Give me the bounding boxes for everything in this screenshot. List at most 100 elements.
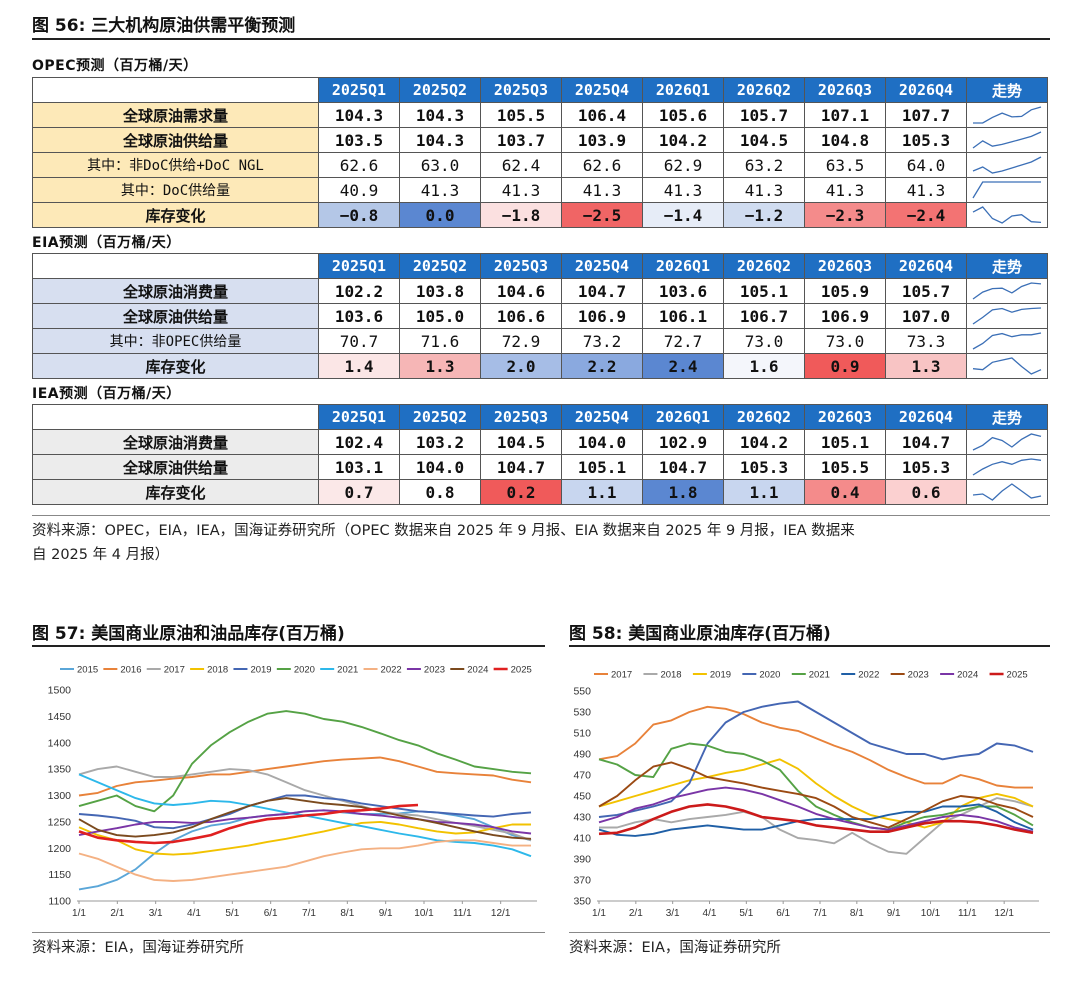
legend-item: 2023 — [406, 665, 445, 676]
value-cell: 41.3 — [885, 177, 967, 203]
trend-sparkline — [972, 307, 1042, 325]
quarter-header: 2025Q4 — [561, 404, 643, 430]
value-cell: −2.3 — [804, 202, 886, 228]
x-tick-label: 12/1 — [491, 908, 511, 919]
value-cell: 105.7 — [885, 278, 967, 304]
x-tick-label: 5/1 — [225, 908, 239, 919]
row-label: 其中：非DoC供给+DoC NGL — [32, 152, 319, 178]
y-tick-label: 350 — [573, 896, 591, 908]
value-cell: 103.9 — [561, 127, 643, 153]
title-rule — [32, 38, 1050, 40]
quarter-header: 2026Q3 — [804, 404, 886, 430]
value-cell: 73.0 — [804, 328, 886, 354]
quarter-header: 2025Q2 — [399, 77, 481, 103]
y-tick-label: 1450 — [48, 711, 72, 723]
trend-cell — [966, 127, 1048, 153]
x-tick-label: 10/1 — [414, 908, 434, 919]
value-cell: 103.5 — [318, 127, 400, 153]
x-tick-label: 3/1 — [666, 908, 680, 919]
row-label: 全球原油供给量 — [32, 303, 319, 329]
figure-58-source-rule — [569, 932, 1050, 933]
legend-label: 2025 — [1007, 670, 1028, 681]
table-row: 全球原油需求量 104.3 104.3 105.5 106.4 105.6 105.7 107… — [32, 102, 1048, 128]
value-cell: 105.0 — [399, 303, 481, 329]
series-line-2016 — [78, 756, 532, 797]
value-cell: 72.9 — [480, 328, 562, 354]
sparkline-path — [972, 131, 1042, 149]
value-cell: 1.1 — [561, 479, 643, 505]
quarter-header: 2025Q3 — [480, 253, 562, 279]
x-tick-label: 11/1 — [958, 908, 977, 919]
value-cell: 0.2 — [480, 479, 562, 505]
x-tick-label: 6/1 — [264, 908, 278, 919]
trend-header: 走势 — [966, 77, 1048, 103]
quarter-header: 2025Q1 — [318, 404, 400, 430]
value-cell: 0.6 — [885, 479, 967, 505]
trend-sparkline — [972, 206, 1042, 224]
figure-56-source: 资料来源：OPEC，EIA，IEA，国海证券研究所（OPEC 数据来自 2025… — [32, 519, 1062, 567]
value-cell: 73.0 — [723, 328, 805, 354]
value-cell: −0.8 — [318, 202, 400, 228]
trend-cell — [966, 479, 1048, 505]
series-line-2024 — [78, 797, 532, 840]
sparkline-path — [973, 106, 1042, 124]
x-tick-label: 9/1 — [379, 908, 393, 919]
quarter-header: 2026Q2 — [723, 77, 805, 103]
legend-label: 2022 — [381, 665, 402, 676]
value-cell: 106.9 — [561, 303, 643, 329]
row-label: 其中：DoC供给量 — [32, 177, 319, 203]
row-label: 库存变化 — [32, 479, 319, 505]
legend-label: 2025 — [511, 665, 532, 676]
row-label: 全球原油需求量 — [32, 102, 319, 128]
table-row: 其中：DoC供给量 40.9 41.3 41.3 41.3 41.3 41.3 41.3 41.… — [32, 177, 1048, 203]
value-cell: 105.7 — [723, 102, 805, 128]
sparkline-path — [972, 483, 1042, 501]
value-cell: 103.8 — [399, 278, 481, 304]
value-cell: −1.8 — [480, 202, 562, 228]
trend-cell — [966, 202, 1048, 228]
legend-item: 2017 — [146, 665, 185, 676]
trend-cell — [966, 102, 1048, 128]
header-blank-cell — [32, 77, 319, 103]
y-tick-label: 450 — [573, 791, 591, 803]
value-cell: 63.5 — [804, 152, 886, 178]
trend-cell — [966, 278, 1048, 304]
value-cell: 104.7 — [885, 429, 967, 455]
table-row: 库存变化 1.4 1.3 2.0 2.2 2.4 1.6 0.9 1.3 — [32, 353, 1048, 379]
value-cell: 103.1 — [318, 454, 400, 480]
x-tick-label: 4/1 — [703, 908, 717, 919]
sparkline-path — [972, 282, 1042, 300]
legend-item: 2021 — [320, 665, 358, 676]
legend-label: 2016 — [120, 665, 141, 676]
series-line-2020 — [598, 700, 1034, 818]
legend-label: 2023 — [424, 665, 445, 676]
value-cell: 1.1 — [723, 479, 805, 505]
value-cell: 104.3 — [399, 127, 481, 153]
quarter-header: 2025Q2 — [399, 404, 481, 430]
value-cell: 105.5 — [480, 102, 562, 128]
y-tick-label: 1400 — [48, 737, 72, 749]
value-cell: 104.8 — [804, 127, 886, 153]
legend-label: 2023 — [908, 670, 929, 681]
x-tick-label: 7/1 — [813, 908, 827, 919]
value-cell: −1.4 — [642, 202, 724, 228]
eia-forecast-table: 2025Q1 2025Q2 2025Q3 2025Q4 2026Q1 2026Q2 2026… — [32, 253, 1048, 379]
y-tick-label: 1300 — [48, 790, 72, 802]
series-line-2019 — [598, 758, 1034, 829]
legend-label: 2017 — [611, 670, 632, 681]
value-cell: 1.8 — [642, 479, 724, 505]
legend-item: 2024 — [450, 665, 488, 676]
trend-cell — [966, 353, 1048, 379]
legend-label: 2021 — [809, 670, 830, 681]
sparkline-path — [972, 181, 1041, 199]
value-cell: 104.2 — [642, 127, 724, 153]
header-blank-cell — [32, 404, 319, 430]
iea-forecast-table: 2025Q1 2025Q2 2025Q3 2025Q4 2026Q1 2026Q2 2026… — [32, 404, 1048, 505]
trend-cell — [966, 152, 1048, 178]
value-cell: 107.0 — [885, 303, 967, 329]
source-line-2: 自 2025 年 4 月报） — [32, 547, 170, 563]
legend-label: 2021 — [337, 665, 358, 676]
x-tick-label: 9/1 — [887, 908, 901, 919]
legend-item: 2022 — [363, 665, 402, 676]
value-cell: 103.6 — [642, 278, 724, 304]
